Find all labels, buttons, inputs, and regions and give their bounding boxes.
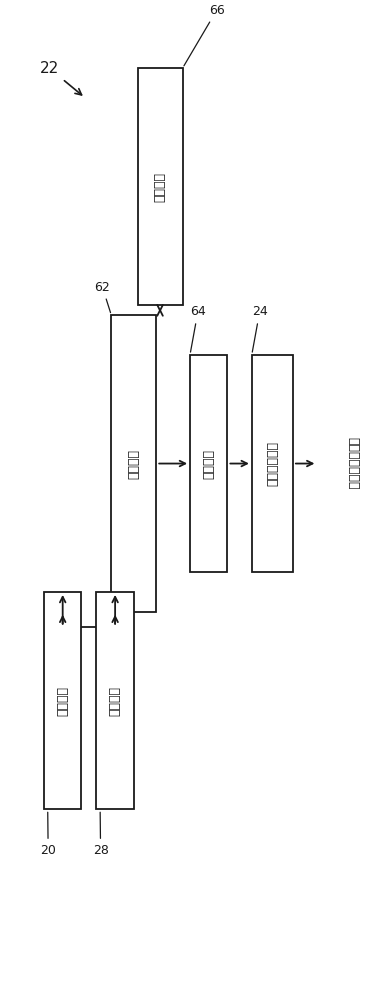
- Text: 24: 24: [252, 305, 268, 352]
- Text: 接口电路: 接口电路: [109, 686, 122, 716]
- Bar: [252, 355, 293, 572]
- Bar: [44, 592, 81, 809]
- Text: 处理电路: 处理电路: [127, 449, 140, 479]
- Text: 控制的功率波形: 控制的功率波形: [347, 437, 359, 490]
- Text: 22: 22: [40, 61, 82, 95]
- Text: 62: 62: [95, 281, 111, 313]
- Bar: [111, 315, 156, 612]
- Text: 64: 64: [190, 305, 206, 352]
- Text: 功率转换电路: 功率转换电路: [266, 441, 279, 486]
- Text: 操作界面: 操作界面: [56, 686, 69, 716]
- Text: 20: 20: [40, 812, 56, 857]
- Text: 66: 66: [184, 4, 225, 66]
- Bar: [138, 68, 182, 305]
- Text: 28: 28: [93, 812, 109, 857]
- Text: 存储电路: 存储电路: [154, 172, 166, 202]
- Bar: [97, 592, 134, 809]
- Text: 驱动电路: 驱动电路: [202, 449, 215, 479]
- Bar: [190, 355, 228, 572]
